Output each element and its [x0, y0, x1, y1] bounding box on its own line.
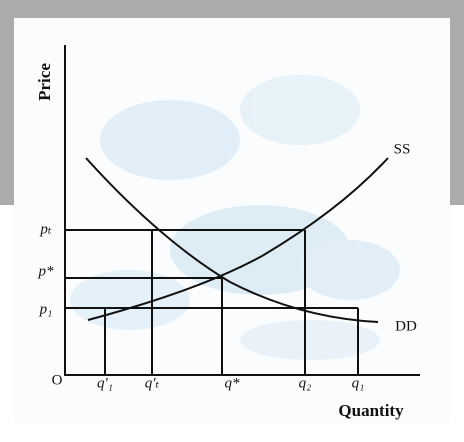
price-label: p₁ [39, 301, 53, 317]
supply-curve [87, 157, 389, 321]
quantity-label: q′₁ [97, 375, 113, 391]
quantity-label: q₂ [299, 375, 312, 391]
price-label: p* [38, 263, 55, 279]
price-label: pₜ [39, 221, 52, 237]
quantity-label: q* [225, 375, 241, 391]
origin-label: O [52, 372, 63, 388]
curve-label: DD [395, 318, 417, 334]
curve-label: SS [394, 141, 411, 157]
x-axis-label: Quantity [338, 401, 404, 420]
demand-curve [85, 157, 379, 323]
y-axis-label: Price [35, 63, 54, 101]
quantity-label: q₁ [352, 375, 365, 391]
quantity-label: q′ₜ [145, 375, 160, 391]
